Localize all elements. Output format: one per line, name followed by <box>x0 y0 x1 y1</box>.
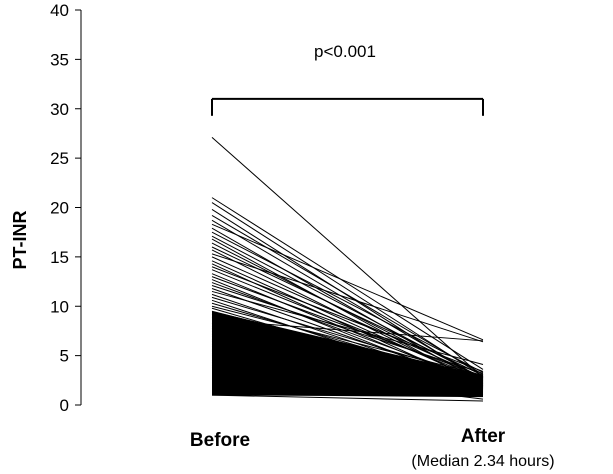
category-label-after: After <box>461 426 506 447</box>
y-tick-label: 20 <box>50 199 69 218</box>
dense-lines-region <box>212 311 483 398</box>
patient-line <box>211 285 484 374</box>
y-tick-labels: 0 5 10 15 20 25 30 35 40 <box>50 1 69 415</box>
density-fill <box>212 311 483 398</box>
patient-line <box>211 231 484 373</box>
patient-line <box>211 305 484 376</box>
p-value-label: p<0.001 <box>314 42 376 61</box>
category-sublabel-after: (Median 2.34 hours) <box>411 453 554 470</box>
patient-line <box>211 290 484 365</box>
patient-line <box>211 394 484 402</box>
patient-line <box>211 269 484 380</box>
y-tick-label: 10 <box>50 297 69 316</box>
patient-line <box>211 253 484 343</box>
y-tick-label: 35 <box>50 50 69 69</box>
patient-line <box>211 256 484 378</box>
y-axis <box>75 9 82 406</box>
y-tick-label: 40 <box>50 1 69 20</box>
y-tick-label: 5 <box>60 347 69 366</box>
patient-line <box>211 266 484 372</box>
patient-line <box>211 197 484 370</box>
y-tick-label: 0 <box>60 396 69 415</box>
y-axis-label: PT-INR <box>10 210 30 269</box>
patient-line <box>211 235 484 379</box>
y-tick-label: 30 <box>50 100 69 119</box>
category-label-before: Before <box>190 430 250 451</box>
significance-bracket <box>211 97 484 116</box>
patient-line <box>211 214 484 375</box>
y-tick-label: 15 <box>50 248 69 267</box>
patient-line <box>211 260 484 383</box>
patient-line <box>211 223 484 341</box>
patient-line <box>211 276 484 377</box>
y-tick-label: 25 <box>50 149 69 168</box>
